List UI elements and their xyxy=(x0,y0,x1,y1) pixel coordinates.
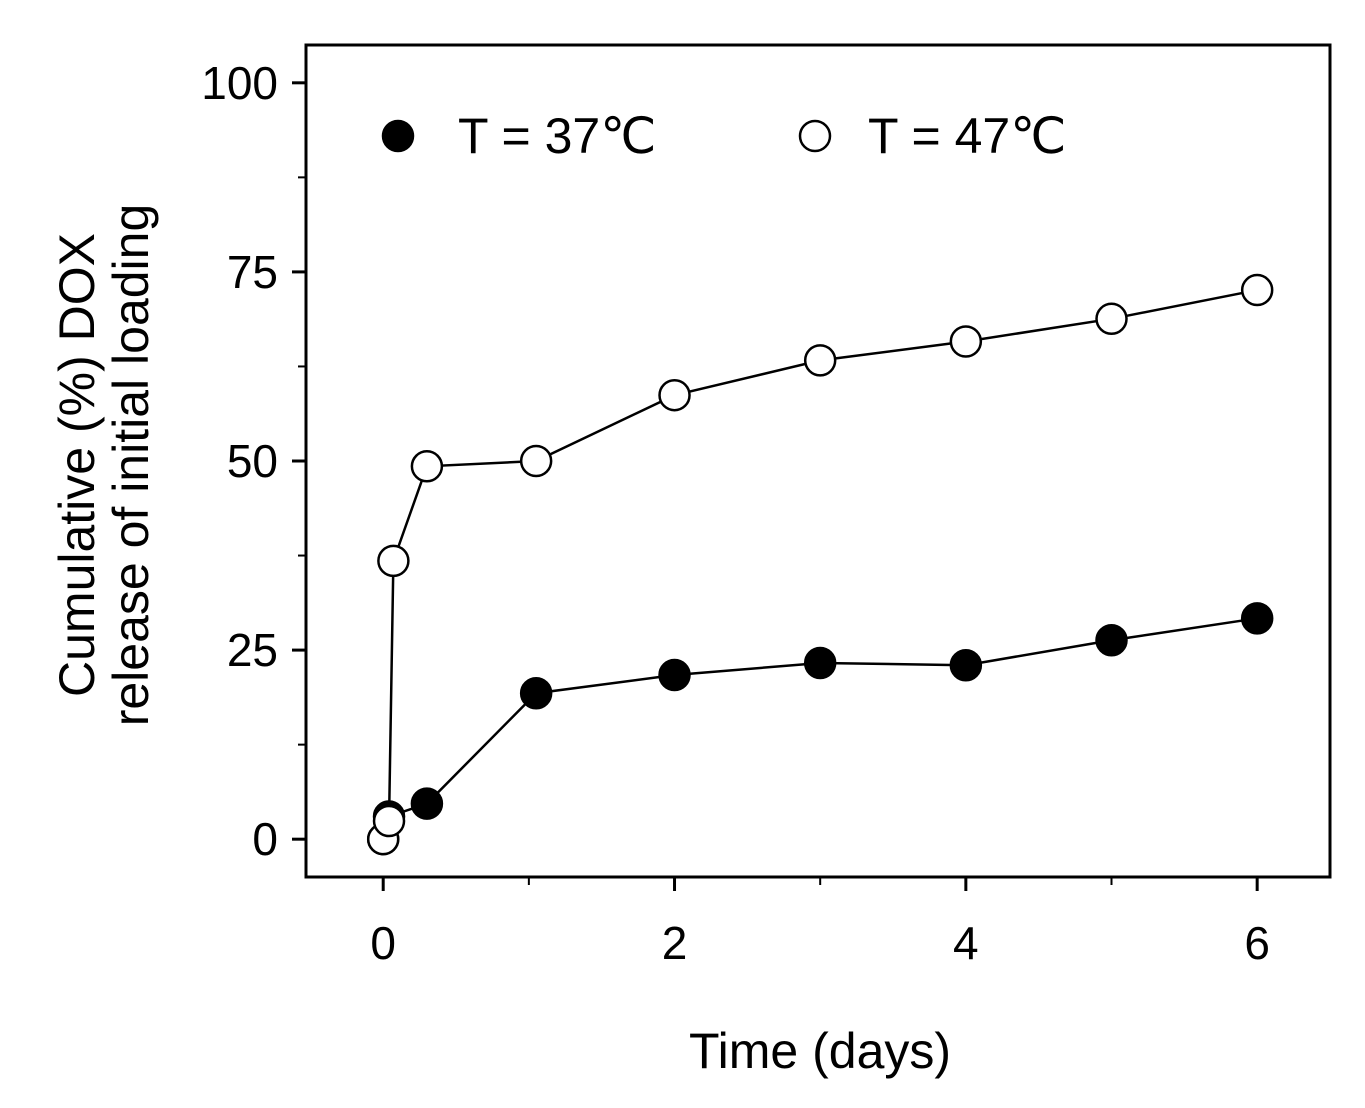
data-point-37c xyxy=(803,646,837,680)
legend-marker-47c xyxy=(798,119,832,153)
data-point-47c xyxy=(658,378,691,412)
legend: T = 37℃ T = 47℃ xyxy=(381,108,1066,164)
data-point-47c xyxy=(1240,273,1274,307)
data-point-47c xyxy=(803,344,837,377)
y-tick-label: 0 xyxy=(252,813,278,865)
data-point-47c xyxy=(372,804,406,838)
data-point-37c xyxy=(658,658,691,692)
x-tick-label: 2 xyxy=(662,917,688,969)
legend-marker-37c xyxy=(381,119,415,153)
data-point-37c xyxy=(410,787,444,820)
legend-label-37c: T = 37℃ xyxy=(458,108,656,164)
data-point-37c xyxy=(1095,624,1128,657)
y-tick-label: 50 xyxy=(227,435,278,487)
x-tick-label: 0 xyxy=(370,917,396,969)
series-line-47c xyxy=(382,288,1258,840)
y-tick-label: 25 xyxy=(227,624,278,676)
data-point-47c xyxy=(949,325,983,358)
series-points-group xyxy=(366,273,1274,856)
legend-label-47c: T = 47℃ xyxy=(868,108,1066,164)
x-tick-label: 6 xyxy=(1244,917,1270,969)
y-axis-title-line: Cumulative (%) DOX xyxy=(49,233,105,697)
x-tick-label: 4 xyxy=(953,917,979,969)
y-axis-title: Cumulative (%) DOXrelease of initial loa… xyxy=(49,204,159,727)
data-point-37c xyxy=(1240,602,1274,635)
data-point-47c xyxy=(1095,302,1128,336)
x-axis-title: Time (days) xyxy=(689,1023,951,1079)
data-point-47c xyxy=(519,444,553,478)
data-point-37c xyxy=(519,676,553,710)
data-point-47c xyxy=(410,450,444,483)
y-tick-label: 75 xyxy=(227,246,278,298)
y-tick-label: 100 xyxy=(201,57,278,109)
y-axis-title-line: release of initial loading xyxy=(103,204,159,727)
axes-group: 0 25 50 75 100 0 2 4 6 xyxy=(201,43,1332,969)
data-point-37c xyxy=(949,648,983,682)
data-point-47c xyxy=(377,544,410,578)
